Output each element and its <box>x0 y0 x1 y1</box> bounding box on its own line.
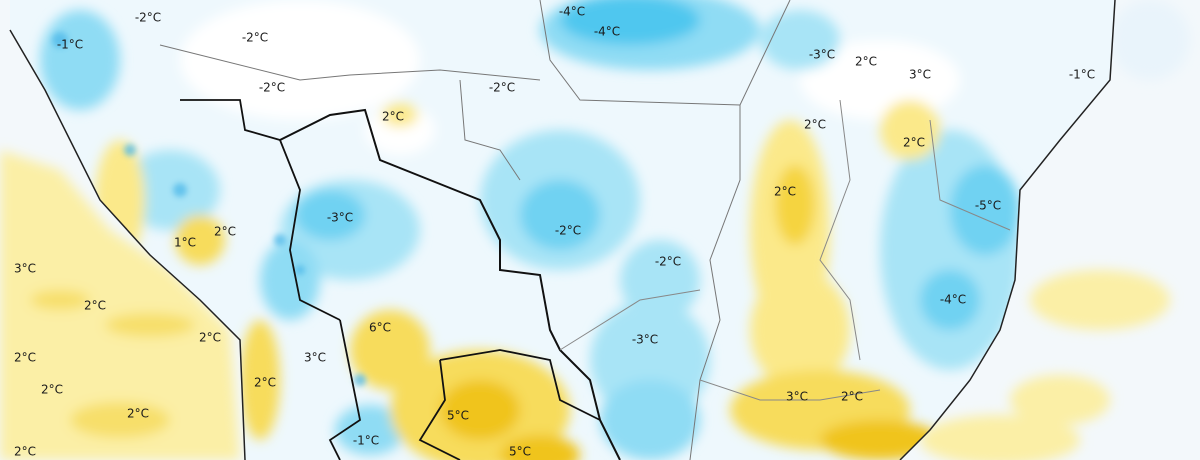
contour-label: 2°C <box>14 445 36 459</box>
contour-label: 2°C <box>199 331 221 345</box>
contour-label: 5°C <box>447 409 469 423</box>
contour-label: -3°C <box>809 48 835 62</box>
contour-label: -2°C <box>242 31 268 45</box>
contour-label: 3°C <box>304 351 326 365</box>
contour-label: -4°C <box>559 5 585 19</box>
contour-label: -2°C <box>489 81 515 95</box>
contour-label: 2°C <box>903 136 925 150</box>
contour-label: -1°C <box>57 38 83 52</box>
contour-label: 6°C <box>369 321 391 335</box>
contour-label: 2°C <box>841 390 863 404</box>
contour-label: 2°C <box>214 225 236 239</box>
contour-label: -2°C <box>135 11 161 25</box>
contour-label: 5°C <box>509 445 531 459</box>
contour-label: -5°C <box>975 199 1001 213</box>
contour-label: -2°C <box>555 224 581 238</box>
contour-label: 2°C <box>127 407 149 421</box>
contour-label: 3°C <box>909 68 931 82</box>
contour-label: -2°C <box>259 81 285 95</box>
contour-label: 2°C <box>382 110 404 124</box>
contour-label: -2°C <box>655 255 681 269</box>
contour-label: 2°C <box>254 376 276 390</box>
contour-label: -1°C <box>1069 68 1095 82</box>
contour-label: 2°C <box>774 185 796 199</box>
contour-label: 2°C <box>855 55 877 69</box>
contour-label: -4°C <box>940 293 966 307</box>
contour-label: 3°C <box>786 390 808 404</box>
contour-label: 2°C <box>14 351 36 365</box>
contour-label: -4°C <box>594 25 620 39</box>
contour-label: -3°C <box>632 333 658 347</box>
contour-label: 2°C <box>41 383 63 397</box>
contour-label: -1°C <box>353 434 379 448</box>
contour-label: 1°C <box>174 236 196 250</box>
borders <box>9 0 1116 460</box>
contour-label: -3°C <box>327 211 353 225</box>
contour-label: 2°C <box>804 118 826 132</box>
contour-labels: -2°C -4°C -4°C -1°C -2°C -3°C 2°C 3°C -1… <box>14 5 1095 459</box>
contour-label: 2°C <box>84 299 106 313</box>
contour-label: 3°C <box>14 262 36 276</box>
